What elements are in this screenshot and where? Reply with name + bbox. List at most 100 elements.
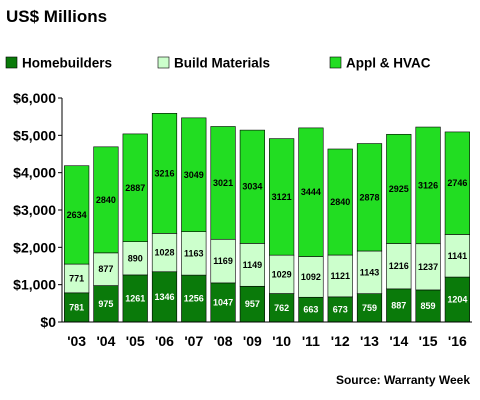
- x-tick-label: '09: [243, 333, 262, 349]
- data-label: 1092: [301, 272, 321, 282]
- data-label: 2840: [96, 195, 116, 205]
- data-label: 3049: [184, 170, 204, 180]
- data-label: 957: [245, 299, 260, 309]
- y-tick-label: $1,000: [13, 277, 56, 293]
- bar-group-09: 957 1149 3034: [239, 129, 265, 323]
- bar-segment: [327, 254, 353, 298]
- y-tick-label: $0: [40, 314, 56, 330]
- y-tick-label: $3,000: [13, 202, 56, 218]
- data-label: 859: [421, 301, 436, 311]
- data-label: 1029: [272, 269, 292, 279]
- bar-segment: [269, 138, 295, 256]
- data-label: 2887: [125, 183, 145, 193]
- bar-segment: [93, 146, 119, 254]
- data-label: 1216: [389, 261, 409, 271]
- y-tick-label: $6,000: [13, 90, 56, 106]
- data-label: 1346: [154, 292, 174, 302]
- bar-group-07: 1256 1163 3049: [181, 117, 207, 323]
- x-tick-label: '07: [184, 333, 203, 349]
- data-label: 759: [362, 303, 377, 313]
- bar-segment: [64, 263, 90, 294]
- x-tick-label: '12: [331, 333, 350, 349]
- y-tick-label: $2,000: [13, 239, 56, 255]
- x-tick-label: '15: [419, 333, 438, 349]
- bar-group-16: 1204 1141 2746: [444, 131, 470, 323]
- legend-label-1: Build Materials: [174, 56, 270, 71]
- bar-group-11: 663 1092 3444: [298, 127, 324, 323]
- legend-swatch-2: [329, 56, 342, 69]
- x-tick-label: '04: [96, 333, 115, 349]
- chart-title: US$ Millions: [6, 7, 107, 26]
- data-label: 887: [391, 300, 406, 310]
- bar-segment: [239, 285, 265, 323]
- bar-group-13: 759 1143 2878: [356, 143, 383, 323]
- data-label: 2634: [67, 210, 87, 220]
- data-label: 2925: [389, 184, 409, 194]
- bar-segment: [210, 238, 236, 284]
- data-label: 762: [274, 303, 289, 313]
- data-label: 3444: [301, 187, 321, 197]
- legend: Homebuilders Build Materials Appl & HVAC: [5, 56, 431, 71]
- legend-label-0: Homebuilders: [22, 56, 112, 71]
- legend-swatch-0: [5, 56, 18, 69]
- bar-segment: [151, 271, 178, 323]
- data-label: 2878: [359, 192, 379, 202]
- data-label: 2746: [447, 178, 467, 188]
- bar-segment: [444, 276, 470, 323]
- bar-segment: [181, 117, 207, 232]
- data-label: 1047: [213, 297, 233, 307]
- bar-group-12: 673 1121 2840: [327, 148, 353, 323]
- x-tick-label: '08: [214, 333, 233, 349]
- bar-group-04: 975 877 2840: [93, 146, 119, 323]
- bar-segment: [93, 252, 119, 286]
- data-label: 1237: [418, 262, 438, 272]
- data-label: 1028: [154, 248, 174, 258]
- data-label: 3121: [272, 192, 292, 202]
- bar-segment: [122, 133, 148, 242]
- x-tick-label: '16: [448, 333, 467, 349]
- data-label: 1121: [330, 271, 350, 281]
- x-axis: '03 '04 '05 '06 '07 '08 '09 '10 '11 '12 '13 '14 '15 '…: [62, 321, 472, 349]
- data-label: 663: [303, 305, 318, 315]
- data-label: 1169: [213, 256, 233, 266]
- x-tick-label: '06: [155, 333, 174, 349]
- x-tick-label: '11: [302, 333, 320, 349]
- bar-segment: [269, 254, 295, 294]
- bar-group-15: 859 1237 3126: [415, 126, 441, 323]
- bar-segment: [64, 292, 90, 323]
- bar-segment: [415, 243, 441, 291]
- bar-segment: [415, 126, 441, 245]
- data-label: 3126: [418, 180, 438, 190]
- bar-group-14: 887 1216 2925: [386, 133, 412, 323]
- bar-segment: [298, 127, 324, 257]
- y-axis: $0 $1,000 $2,000 $3,000 $4,000 $5,000 $6,000: [13, 90, 63, 330]
- data-label: 890: [128, 253, 143, 263]
- data-label: 1256: [184, 294, 204, 304]
- data-label: 1143: [360, 267, 380, 277]
- x-tick-label: '13: [360, 333, 379, 349]
- data-label: 781: [69, 302, 84, 312]
- data-label: 1261: [125, 293, 145, 303]
- bar-group-08: 1047 1169 3021: [210, 126, 236, 323]
- bar-segment: [239, 243, 265, 287]
- data-label: 673: [333, 304, 348, 314]
- bar-group-10: 762 1029 3121: [269, 138, 295, 323]
- data-label: 877: [98, 264, 113, 274]
- bar-segment: [210, 126, 236, 240]
- bar-group-05: 1261 890 2887: [122, 133, 148, 323]
- bar-segment: [239, 129, 265, 244]
- data-label: 1163: [184, 248, 204, 258]
- bar-segment: [386, 288, 412, 323]
- legend-swatch-1: [157, 56, 170, 69]
- data-label: 771: [69, 273, 84, 283]
- data-label: 975: [98, 299, 113, 309]
- bar-group-06: 1346 1028 3216: [151, 113, 178, 323]
- bar-segment: [444, 234, 470, 278]
- bar-segment: [64, 165, 90, 265]
- x-tick-label: '03: [67, 333, 86, 349]
- data-label: 1149: [243, 260, 263, 270]
- data-label: 1141: [448, 251, 468, 261]
- x-tick-label: '14: [389, 333, 408, 349]
- bar-segment: [327, 148, 353, 256]
